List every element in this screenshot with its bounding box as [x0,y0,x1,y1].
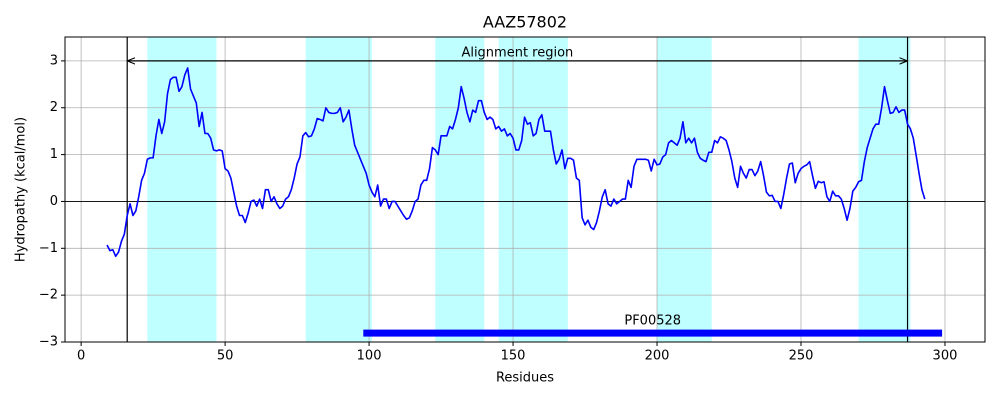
shaded-region [147,37,217,342]
shaded-region [657,37,712,342]
y-tick-label: −2 [39,288,58,303]
x-tick-label: 100 [357,349,382,364]
shaded-region [305,37,372,342]
y-tick-label: 2 [50,100,58,115]
hydropathy-line [106,67,926,258]
x-tick-label: 50 [217,349,234,364]
y-axis-label: Hydropathy (kcal/mol) [14,117,29,262]
y-tick-label: 0 [50,194,58,209]
shaded-region [498,37,568,342]
x-tick-label: 150 [501,349,526,364]
shaded-region [858,37,911,342]
y-tick-label: −1 [39,241,58,256]
axes-frame [64,36,986,343]
x-axis-label: Residues [496,371,554,386]
x-tick-label: 250 [789,349,814,364]
x-tick-label: 300 [933,349,958,364]
x-tick-label: 0 [77,349,85,364]
domain-label: PF00528 [624,314,681,329]
y-tick-label: −3 [39,335,58,350]
y-tick-label: 1 [50,147,58,162]
x-tick-label: 200 [645,349,670,364]
domain-bar [363,329,943,337]
y-tick-label: 3 [50,53,58,68]
alignment-label: Alignment region [461,45,573,60]
plot-area [65,37,985,342]
chart-title: AAZ57802 [483,13,567,32]
shaded-region [435,37,485,342]
